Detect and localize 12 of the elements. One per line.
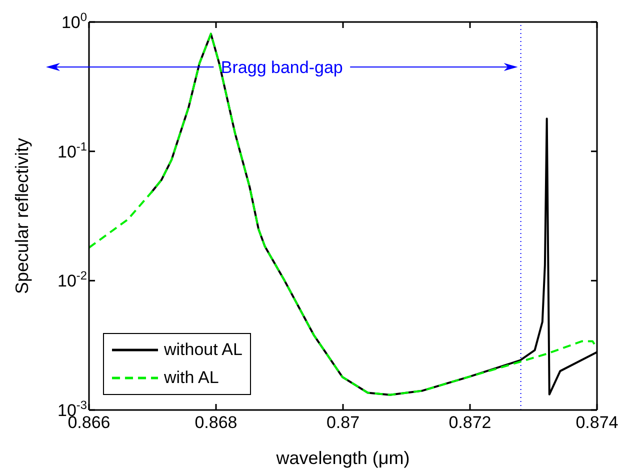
legend-label: without AL [164, 340, 242, 360]
x-tick-label: 0.87 [326, 413, 360, 432]
legend-label: with AL [164, 368, 219, 388]
y-tick-label: 10$^{-2}$ [58, 268, 88, 291]
x-axis-title: wavelength (μm) [275, 448, 410, 468]
y-axis-title: Specular reflectivity [12, 138, 32, 294]
y-tick-label: 10$^{-1}$ [58, 139, 88, 162]
annotation: Bragg band-gap [220, 58, 343, 77]
x-tick-label: 0.868 [194, 413, 238, 432]
y-tick-label: 10$^{0}$ [61, 10, 88, 32]
x-tick-label: 0.874 [576, 413, 618, 432]
x-tick-label: 0.872 [448, 413, 492, 432]
